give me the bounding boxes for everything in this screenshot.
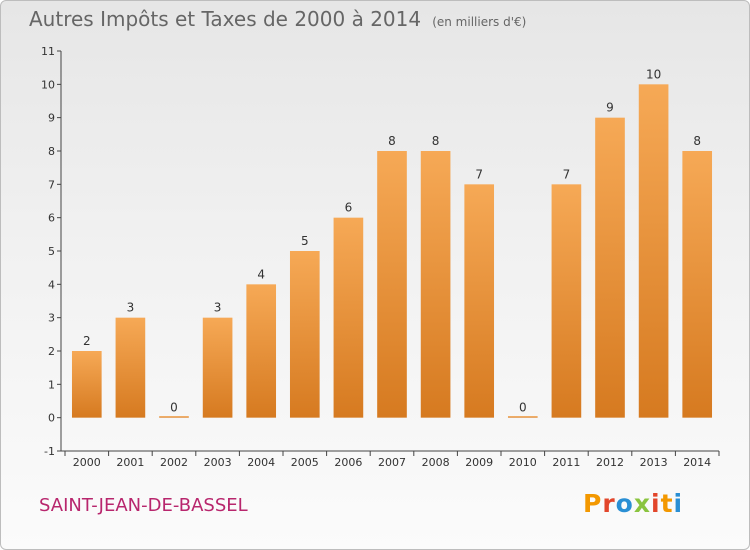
x-tick-label: 2005 (291, 456, 319, 469)
logo-letter: P (583, 489, 603, 518)
bar (682, 151, 713, 418)
y-tick-label: 1 (48, 378, 55, 391)
x-tick-label: 2004 (247, 456, 275, 469)
x-tick-label: 2002 (160, 456, 188, 469)
chart-title: Autres Impôts et Taxes de 2000 à 2014 (29, 7, 422, 31)
bar (289, 251, 320, 418)
logo-letter: t (660, 489, 674, 518)
y-tick-label: 6 (48, 212, 55, 225)
data-label: 9 (606, 101, 614, 115)
chart-unit: (en milliers d'€) (432, 15, 527, 29)
data-label: 10 (646, 67, 661, 81)
bar (71, 351, 102, 418)
y-tick-label: 9 (48, 112, 55, 125)
x-tick-label: 2007 (378, 456, 406, 469)
data-label: 2 (83, 334, 91, 348)
bar (595, 117, 625, 418)
bar (377, 151, 407, 418)
y-tick-label: 4 (48, 278, 55, 291)
bar (551, 184, 582, 418)
y-tick-label: 11 (41, 45, 55, 58)
y-tick-label: 10 (41, 78, 55, 91)
data-label: 7 (475, 167, 483, 181)
data-label: 3 (127, 301, 135, 315)
bar (246, 284, 277, 418)
y-tick-label: 3 (48, 312, 55, 325)
bar (464, 184, 495, 418)
data-label: 8 (693, 134, 701, 148)
bar (507, 416, 538, 418)
x-tick-label: 2003 (204, 456, 232, 469)
bar (638, 84, 669, 418)
data-label: 8 (432, 134, 440, 148)
x-tick-label: 2006 (334, 456, 362, 469)
proxiti-logo: Proxiti (583, 489, 683, 518)
place-name: SAINT-JEAN-DE-BASSEL (39, 495, 248, 516)
logo-letter: r (602, 489, 616, 518)
bar (333, 217, 364, 418)
logo-letter: x (633, 489, 651, 518)
bar (202, 317, 233, 418)
x-tick-label: 2012 (596, 456, 624, 469)
data-label: 4 (257, 267, 265, 281)
y-tick-label: -1 (44, 445, 55, 458)
logo-letter: o (615, 489, 634, 518)
x-tick-label: 2008 (422, 456, 450, 469)
data-label: 0 (170, 401, 178, 415)
x-tick-label: 2010 (509, 456, 537, 469)
x-tick-label: 2000 (73, 456, 101, 469)
chart-title-block: Autres Impôts et Taxes de 2000 à 2014 (e… (29, 7, 526, 31)
logo-letter: i (673, 489, 684, 518)
y-tick-label: 8 (48, 145, 55, 158)
x-tick-label: 2001 (116, 456, 144, 469)
y-tick-label: 2 (48, 345, 55, 358)
data-label: 5 (301, 234, 309, 248)
data-label: 8 (388, 134, 396, 148)
data-label: 0 (519, 401, 527, 415)
y-tick-label: 0 (48, 412, 55, 425)
bar (420, 151, 451, 418)
logo-letter: i (651, 489, 661, 518)
bar (115, 317, 146, 418)
y-tick-label: 5 (48, 245, 55, 258)
data-label: 6 (345, 201, 353, 215)
x-tick-label: 2014 (683, 456, 711, 469)
data-label: 3 (214, 301, 222, 315)
data-label: 7 (563, 167, 571, 181)
x-tick-label: 2009 (465, 456, 493, 469)
x-tick-label: 2011 (552, 456, 580, 469)
bar (159, 416, 189, 418)
y-tick-label: 7 (48, 178, 55, 191)
x-tick-label: 2013 (640, 456, 668, 469)
